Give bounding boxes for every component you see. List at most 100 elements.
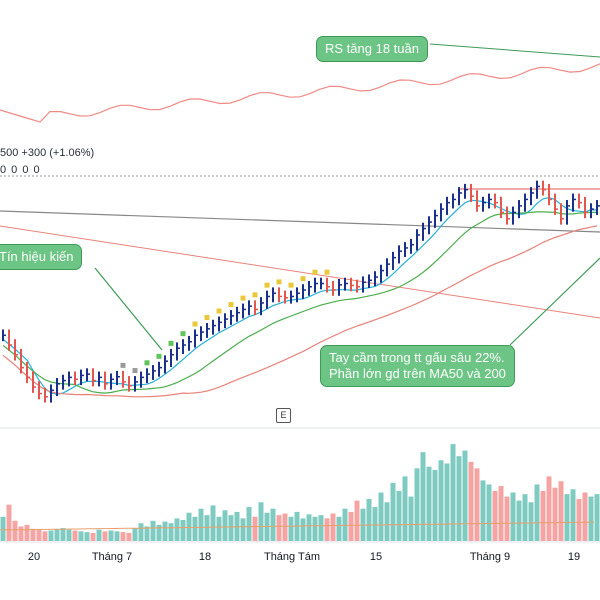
volume-bar	[48, 530, 54, 541]
volume-bar	[180, 520, 186, 541]
ant-signal-annotation: Tín hiệu kiến	[0, 244, 83, 270]
volume-bar	[444, 463, 450, 541]
volume-bar	[18, 526, 24, 541]
volume-bar	[474, 468, 480, 541]
volume-bar	[276, 515, 282, 541]
volume-bar	[522, 494, 528, 541]
volume-bar	[420, 452, 426, 541]
volume-bar	[174, 518, 180, 541]
volume-bar	[192, 516, 198, 541]
volume-bar	[216, 516, 222, 541]
volume-bar	[390, 482, 396, 541]
volume-bar	[378, 492, 384, 541]
x-tick-label: 19	[568, 551, 580, 563]
volume-bar	[30, 528, 36, 541]
volume-bar	[102, 531, 108, 541]
volume-bar	[432, 469, 438, 541]
volume-bar	[210, 505, 216, 541]
volume-bar	[372, 507, 378, 541]
volume-bar	[480, 480, 486, 541]
volume-bar	[576, 499, 582, 541]
volume-bar	[408, 496, 414, 541]
volume-bar	[240, 518, 246, 541]
volume-ma-line	[0, 521, 595, 531]
volume-bar	[486, 484, 492, 541]
volume-bar	[366, 499, 372, 541]
x-tick-label: Tháng 9	[470, 551, 510, 563]
ant-signal-marker	[192, 321, 198, 327]
volume-bar	[258, 502, 264, 541]
volume-bar	[186, 512, 192, 541]
volume-bar	[96, 529, 102, 541]
x-tick-label: 15	[370, 551, 382, 563]
rs-annotation: RS tăng 18 tuần	[316, 36, 428, 62]
volume-bar	[456, 456, 462, 541]
volume-bar	[462, 450, 468, 541]
volume-bar	[498, 486, 504, 541]
volume-bar	[336, 516, 342, 541]
volume-bar	[90, 532, 96, 541]
volume-bar	[168, 523, 174, 541]
ant-signal-marker	[144, 360, 150, 366]
ant-signal-marker	[288, 282, 294, 288]
volume-bar	[228, 515, 234, 541]
volume-bar	[552, 487, 558, 541]
volume-bar	[114, 531, 120, 541]
ant-signal-marker	[120, 362, 126, 368]
event-marker[interactable]: E	[276, 408, 291, 423]
ant-signal-marker	[300, 276, 306, 282]
volume-bar	[54, 528, 60, 541]
volume-bar	[594, 494, 600, 541]
volume-bar	[144, 526, 150, 541]
volume-bar	[312, 516, 318, 541]
ma10-line	[2, 196, 597, 395]
volume-bar	[342, 508, 348, 541]
volume-bar	[24, 524, 30, 541]
volume-bar	[282, 513, 288, 541]
ant-signal-marker	[276, 279, 282, 285]
ant-signal-marker	[204, 315, 210, 320]
volume-bar	[582, 492, 588, 541]
ant-signal-marker	[240, 295, 246, 301]
ant-signal-marker	[168, 340, 174, 346]
volume-bar	[504, 496, 510, 541]
handle-callout-pointer	[509, 257, 600, 346]
rs-line	[0, 63, 600, 123]
volume-bar	[288, 516, 294, 541]
volume-bar	[396, 490, 402, 541]
ant-signal-marker	[180, 331, 186, 337]
x-tick-label: 18	[199, 551, 211, 563]
volume-bar	[540, 490, 546, 541]
volume-bar	[156, 524, 162, 541]
volume-bar	[330, 513, 336, 541]
volume-bar	[570, 489, 576, 541]
volume-bar	[270, 508, 276, 541]
volume-bar	[534, 484, 540, 541]
volume-bar	[300, 518, 306, 541]
ant-signal-marker	[156, 353, 162, 359]
volume-bar	[84, 532, 90, 541]
volume-bar	[72, 530, 78, 541]
volume-bar	[252, 516, 258, 541]
ant-signal-marker	[132, 368, 138, 374]
volume-bar	[450, 444, 456, 541]
ant-signal-marker	[264, 282, 270, 288]
volume-bar	[222, 510, 228, 541]
volume-bar	[6, 504, 12, 541]
volume-bar	[204, 515, 210, 541]
volume-bar	[492, 490, 498, 541]
x-tick-label: Tháng Tám	[264, 551, 320, 563]
volume-bar	[150, 520, 156, 541]
ma200-line	[2, 225, 598, 398]
ma50-line	[2, 211, 597, 394]
volume-bar	[354, 500, 360, 541]
volume-bar	[306, 514, 312, 541]
volume-bar	[198, 508, 204, 541]
volume-bar	[588, 496, 594, 541]
volume-bar	[528, 502, 534, 541]
volume-bar	[138, 523, 144, 541]
volume-bar	[510, 492, 516, 541]
volume-bar	[36, 529, 42, 541]
volume-bar	[348, 511, 354, 541]
